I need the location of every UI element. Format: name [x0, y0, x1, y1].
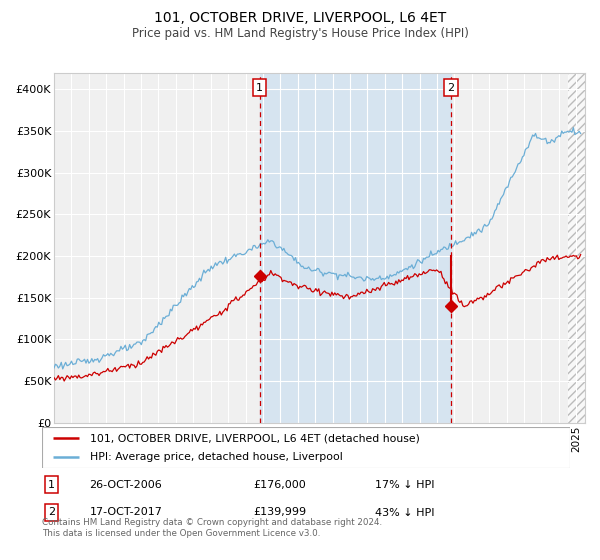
Bar — [260, 73, 451, 423]
Text: 43% ↓ HPI: 43% ↓ HPI — [374, 507, 434, 517]
Text: 101, OCTOBER DRIVE, LIVERPOOL, L6 4ET (detached house): 101, OCTOBER DRIVE, LIVERPOOL, L6 4ET (d… — [89, 433, 419, 443]
Text: 2: 2 — [448, 82, 455, 92]
Text: 26-OCT-2006: 26-OCT-2006 — [89, 480, 162, 490]
Bar — [568, 73, 585, 423]
Text: Price paid vs. HM Land Registry's House Price Index (HPI): Price paid vs. HM Land Registry's House … — [131, 27, 469, 40]
Text: Contains HM Land Registry data © Crown copyright and database right 2024.
This d: Contains HM Land Registry data © Crown c… — [42, 518, 382, 538]
Text: £139,999: £139,999 — [253, 507, 307, 517]
Text: 1: 1 — [48, 480, 55, 490]
Text: 17% ↓ HPI: 17% ↓ HPI — [374, 480, 434, 490]
Text: 1: 1 — [256, 82, 263, 92]
Text: 2: 2 — [48, 507, 55, 517]
Text: 17-OCT-2017: 17-OCT-2017 — [89, 507, 163, 517]
FancyBboxPatch shape — [42, 427, 570, 468]
Text: 101, OCTOBER DRIVE, LIVERPOOL, L6 4ET: 101, OCTOBER DRIVE, LIVERPOOL, L6 4ET — [154, 11, 446, 25]
Text: £176,000: £176,000 — [253, 480, 306, 490]
Bar — [568, 73, 585, 423]
Text: HPI: Average price, detached house, Liverpool: HPI: Average price, detached house, Live… — [89, 452, 342, 461]
